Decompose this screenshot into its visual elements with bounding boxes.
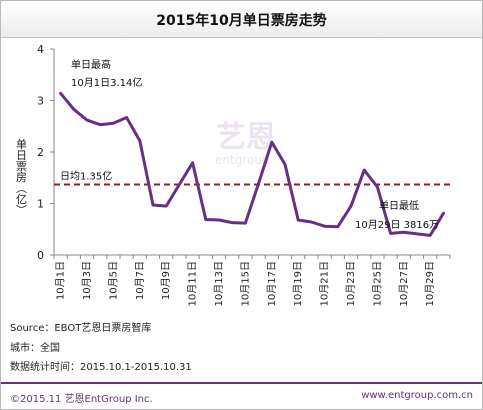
- x-axis: 10月1日 10月3日 10月5日 10月7日 10月9日 10月11日 10月13日 10月…: [53, 254, 451, 306]
- y-tick-label: 2: [37, 146, 44, 159]
- x-tick-label: 10月5日: [107, 261, 119, 300]
- chart-title: 2015年10月单日票房走势: [156, 13, 327, 29]
- annotation-high-value: 10月1日3.14亿: [71, 76, 142, 89]
- data-point: [429, 234, 432, 237]
- footer-divider: [1, 382, 482, 384]
- x-tick-label: 10月29日: [424, 261, 436, 306]
- watermark: 艺恩 entgroup: [215, 120, 276, 167]
- x-tick-label: 10月19日: [292, 261, 304, 306]
- data-point: [86, 119, 88, 121]
- data-point: [271, 141, 273, 144]
- y-tick-label: 4: [37, 43, 44, 56]
- data-point: [257, 182, 260, 185]
- footer-website[interactable]: www.entgroup.com.cn: [361, 390, 473, 401]
- title-bar: 2015年10月单日票房走势: [1, 1, 482, 38]
- data-point: [165, 205, 167, 207]
- data-point: [125, 116, 128, 119]
- data-point: [403, 231, 405, 234]
- data-point: [297, 219, 300, 221]
- x-tick-label: 10月27日: [398, 261, 410, 306]
- data-point: [389, 232, 392, 235]
- city-text: 城市：全国: [10, 343, 60, 354]
- data-point: [218, 219, 220, 221]
- watermark-text: 艺恩: [216, 120, 276, 155]
- reference-line-label: 日均1.35亿: [60, 169, 112, 182]
- data-point: [112, 122, 115, 124]
- x-tick-label: 10月21日: [319, 261, 331, 306]
- data-point: [205, 218, 207, 221]
- data-point: [152, 204, 154, 206]
- data-point: [376, 186, 379, 188]
- x-tick-label: 10月25日: [371, 261, 383, 306]
- x-tick-label: 10月11日: [187, 261, 199, 306]
- data-point: [244, 222, 247, 224]
- data-point: [284, 163, 286, 166]
- x-tick-label: 10月9日: [160, 261, 172, 300]
- annotation-high-title: 单日最高: [71, 58, 111, 71]
- data-point: [178, 183, 181, 186]
- series-group: [59, 91, 445, 237]
- y-tick-label: 0: [37, 249, 44, 262]
- x-tick-label: 10月13日: [213, 261, 225, 306]
- annotation-low-value: 10月29日 3816万: [355, 219, 439, 231]
- period-text: 数据统计时间：2015.10.1-2015.10.31: [10, 362, 192, 373]
- x-tick-label: 10月15日: [239, 261, 251, 306]
- source-text: Source：EBOT艺恩日票房智库: [10, 323, 152, 334]
- watermark-subtext: entgroup: [215, 153, 270, 167]
- data-point: [323, 225, 326, 227]
- footer-copyright: ©2015.11 艺恩EntGroup Inc.: [10, 394, 153, 405]
- data-point: [442, 212, 445, 215]
- data-point: [191, 162, 194, 164]
- x-tick-label: 10月7日: [134, 261, 146, 300]
- data-point: [139, 139, 141, 142]
- y-tick-label: 1: [37, 198, 44, 211]
- data-point: [231, 221, 233, 224]
- x-tick-label: 10月1日: [55, 261, 67, 300]
- y-axis: 0 1 2 3 4: [37, 43, 55, 262]
- data-point: [337, 225, 339, 228]
- y-axis-label: 单日票房（亿）: [15, 138, 28, 215]
- data-point: [73, 108, 75, 111]
- data-point: [310, 221, 313, 223]
- data-point: [416, 233, 418, 235]
- x-tick-label: 10月17日: [266, 261, 278, 306]
- data-point: [350, 205, 352, 207]
- annotation-low-title: 单日最低: [379, 199, 419, 212]
- x-tick-label: 10月3日: [81, 261, 93, 300]
- data-point: [363, 169, 366, 171]
- reference-line-group: 日均1.35亿: [54, 169, 450, 186]
- x-tick-label: 10月23日: [345, 261, 357, 306]
- data-point: [99, 123, 101, 126]
- data-point: [59, 92, 62, 95]
- series-line: [59, 91, 445, 237]
- y-tick-label: 3: [37, 95, 44, 108]
